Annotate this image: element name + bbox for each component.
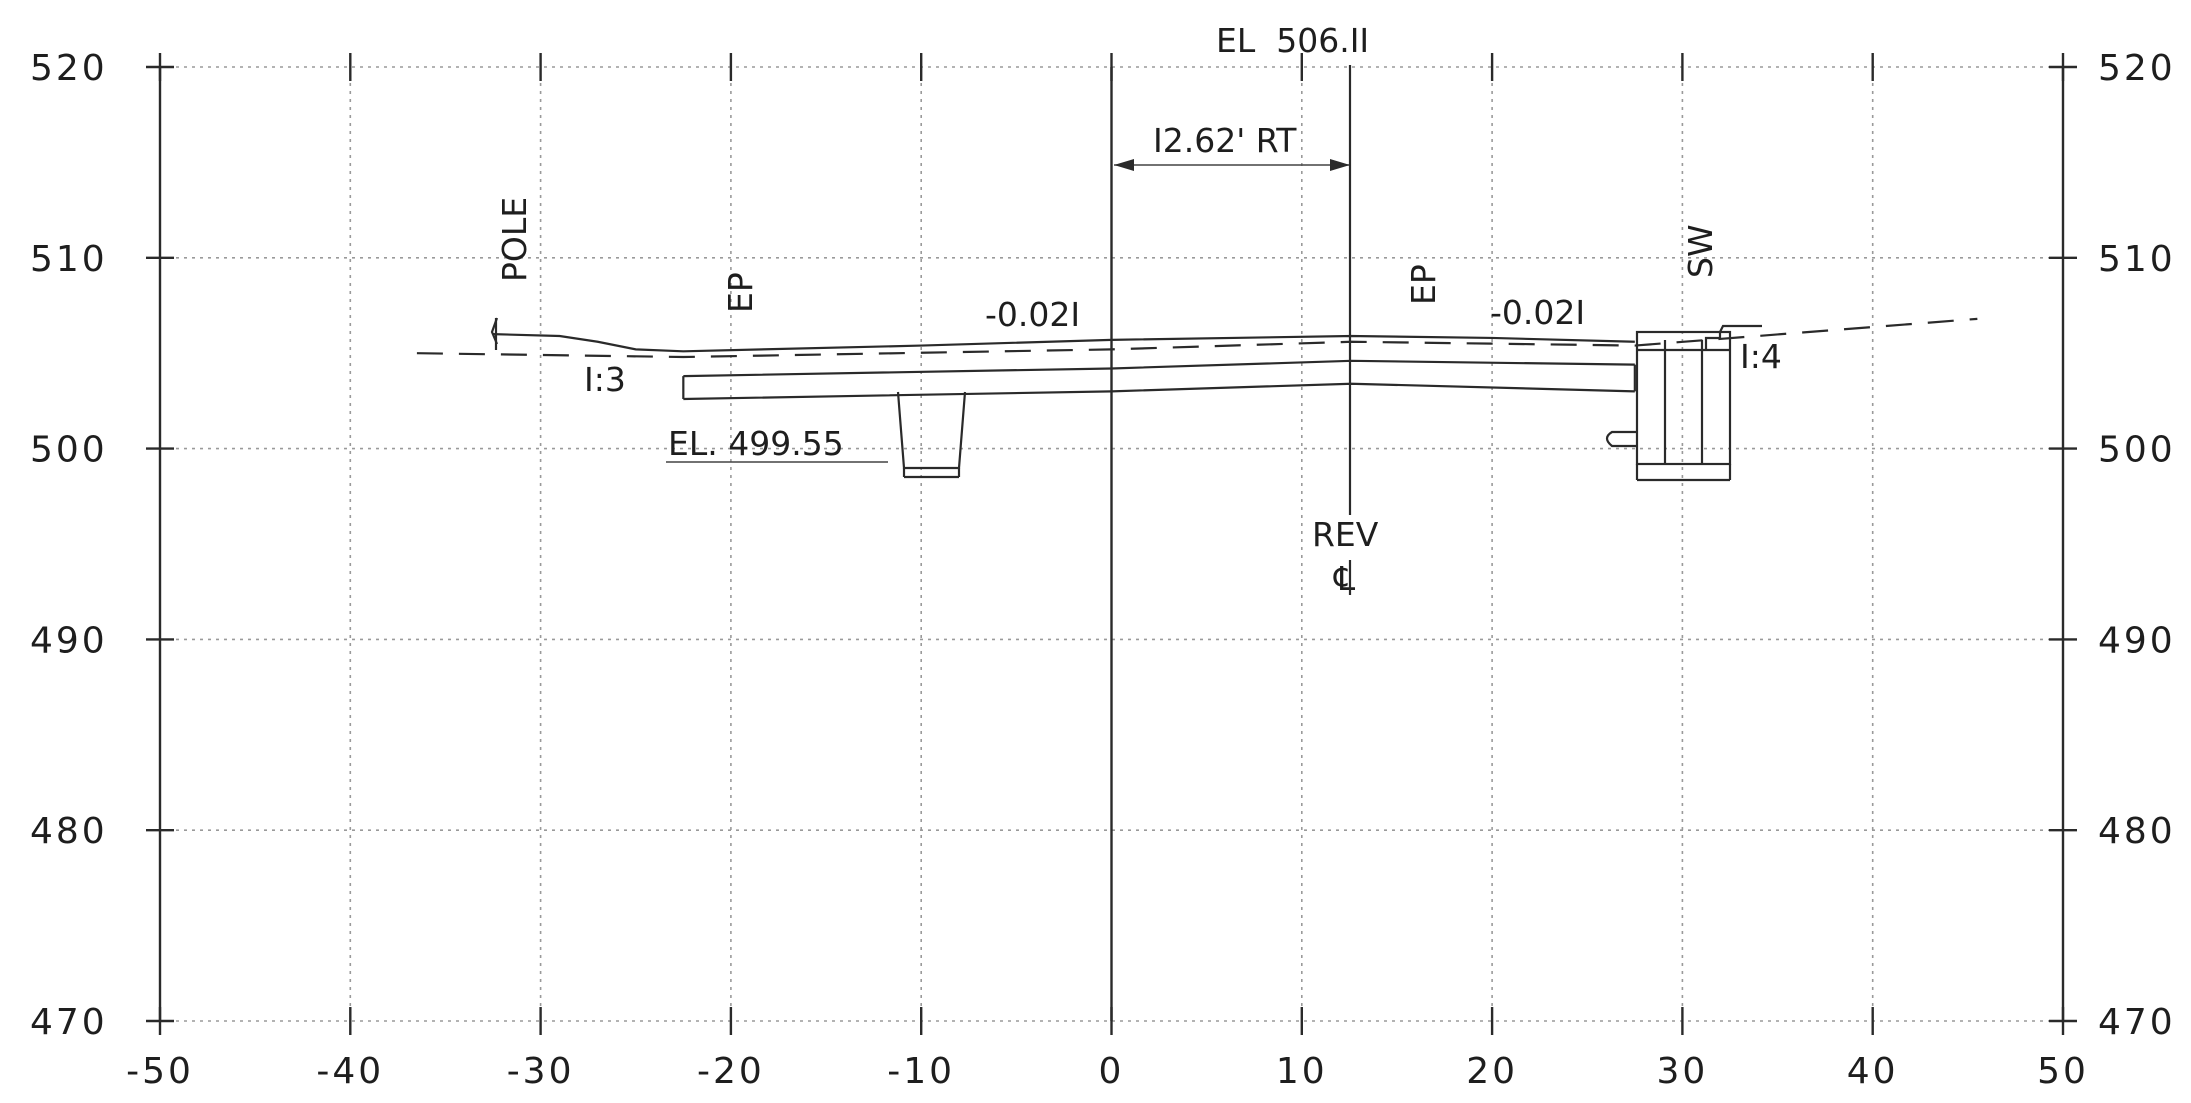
ep-right-label: EP	[1404, 264, 1443, 305]
x-tick-label: 0	[1099, 1051, 1125, 1092]
y-tick-label-right: 500	[2098, 430, 2176, 471]
x-tick-label: 20	[1466, 1051, 1518, 1092]
y-tick-label-right: 480	[2098, 811, 2176, 852]
offset-label: I2.62' RT	[1153, 121, 1297, 160]
sidewalk-label: SW	[1681, 224, 1720, 278]
x-tick-label: -30	[507, 1051, 575, 1092]
ep-left-label: EP	[721, 272, 760, 313]
slope-left-label: I:3	[584, 360, 626, 399]
y-tick-label-left: 500	[30, 430, 108, 471]
y-tick-label-left: 480	[30, 811, 108, 852]
pole-label: POLE	[495, 197, 534, 282]
ditch-elevation-label: EL. 499.55	[668, 424, 844, 463]
profile-series-1	[492, 333, 1635, 353]
y-tick-label-left: 490	[30, 620, 108, 661]
grade-left-label: -0.02I	[985, 295, 1080, 334]
grid	[159, 66, 2064, 1022]
rev-label: REV	[1312, 515, 1379, 554]
y-tick-label-right: 510	[2098, 239, 2176, 280]
y-tick-label-left: 510	[30, 239, 108, 280]
slope-right-label: I:4	[1740, 337, 1782, 376]
x-tick-label: 10	[1276, 1051, 1328, 1092]
x-tick-label: -50	[126, 1051, 194, 1092]
grade-right-label: -0.02I	[1490, 293, 1585, 332]
centerline-label: ℄	[1333, 559, 1355, 598]
y-tick-label-right: 490	[2098, 620, 2176, 661]
x-tick-label: -40	[316, 1051, 384, 1092]
x-tick-label: 40	[1847, 1051, 1899, 1092]
profile-series-3	[683, 359, 1635, 378]
y-tick-label-right: 470	[2098, 1002, 2176, 1043]
x-tick-label: -10	[887, 1051, 955, 1092]
axes	[146, 53, 2077, 1035]
top-elevation-label: EL 506.II	[1216, 21, 1369, 60]
y-tick-label-right: 520	[2098, 48, 2176, 89]
y-tick-label-left: 470	[30, 1002, 108, 1043]
y-tick-label-left: 520	[30, 48, 108, 89]
profile-series-2	[416, 317, 1978, 359]
x-tick-label: 50	[2037, 1051, 2089, 1092]
structure-details	[490, 65, 1762, 595]
x-tick-label: 30	[1656, 1051, 1708, 1092]
x-tick-label: -20	[697, 1051, 765, 1092]
